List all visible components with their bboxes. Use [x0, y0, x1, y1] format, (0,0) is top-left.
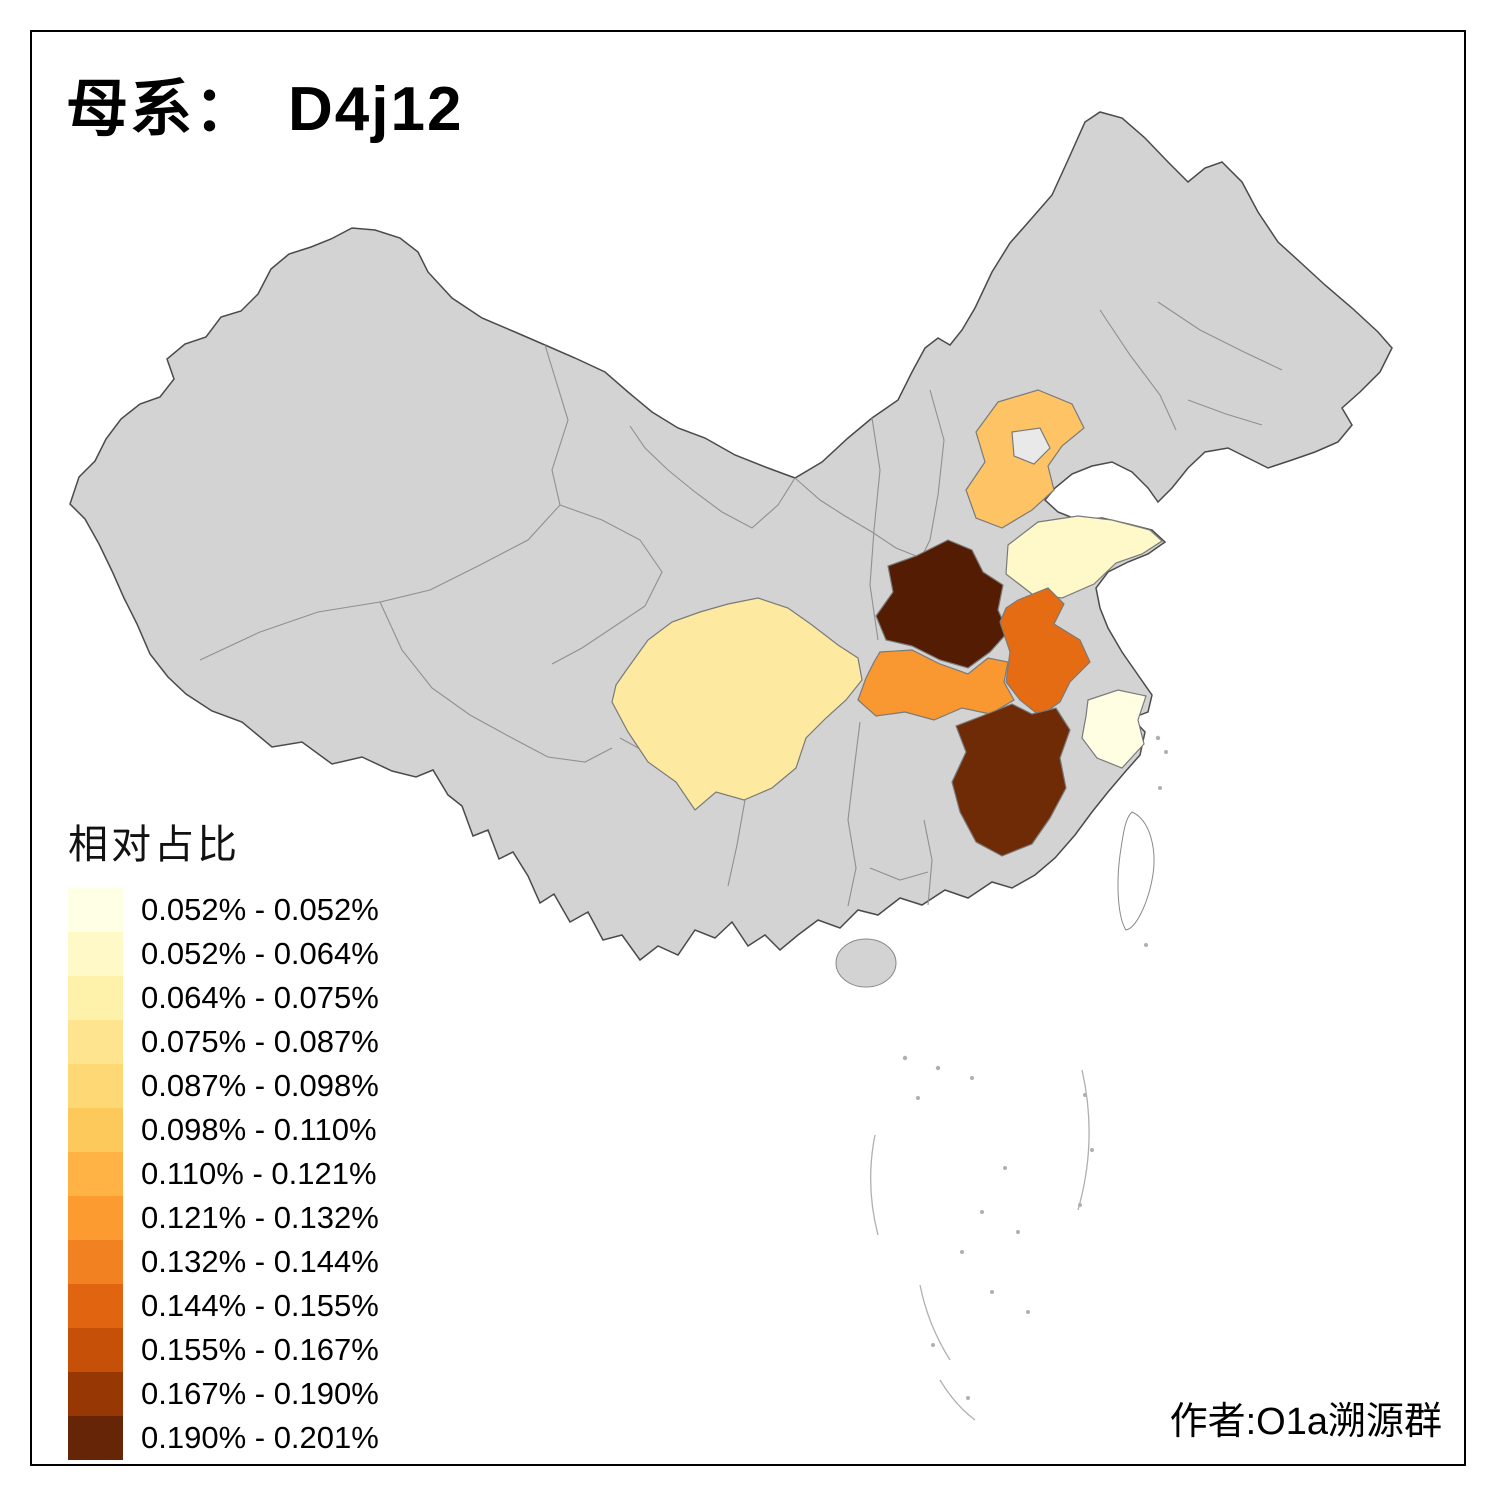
islands — [835, 735, 1168, 1421]
taiwan-island — [1117, 811, 1155, 931]
province-beijing — [1011, 427, 1051, 465]
figure-frame — [30, 30, 1466, 1466]
boundary-hunan-guangxi — [869, 867, 929, 881]
legend-row: 0.144% - 0.155% — [68, 1284, 379, 1328]
legend-swatch — [68, 976, 123, 1020]
province-zhejiang — [1081, 689, 1147, 769]
legend-range-label: 0.144% - 0.155% — [141, 1288, 379, 1323]
legend-swatch — [68, 1372, 123, 1416]
legend-row: 0.121% - 0.132% — [68, 1196, 379, 1240]
boundary-shanxi-east — [920, 389, 945, 559]
province-boundaries — [199, 301, 1283, 907]
boundary-qinghai-gansu — [551, 504, 663, 665]
boundary-gansu-innermongolia — [629, 425, 796, 529]
legend-range-label: 0.132% - 0.144% — [141, 1244, 379, 1279]
legend-row: 0.167% - 0.190% — [68, 1372, 379, 1416]
hainan-island — [835, 938, 897, 988]
legend-row: 0.132% - 0.144% — [68, 1240, 379, 1284]
boundary-liaoning-west — [1099, 309, 1177, 431]
legend-range-label: 0.110% - 0.121% — [141, 1156, 377, 1191]
legend-swatch — [68, 888, 123, 932]
legend-swatch — [68, 1152, 123, 1196]
legend-range-label: 0.064% - 0.075% — [141, 980, 379, 1015]
legend-range-label: 0.098% - 0.110% — [141, 1112, 377, 1147]
legend-range-label: 0.167% - 0.190% — [141, 1376, 379, 1411]
province-jiangxi — [951, 703, 1071, 857]
legend: 相对占比 0.052% - 0.052% 0.052% - 0.064% 0.0… — [68, 812, 379, 1460]
legend-range-label: 0.075% - 0.087% — [141, 1024, 379, 1059]
province-henan — [875, 539, 1009, 669]
legend-row: 0.155% - 0.167% — [68, 1328, 379, 1372]
colored-provinces — [611, 389, 1163, 857]
legend-swatch — [68, 1240, 123, 1284]
legend-swatch — [68, 1108, 123, 1152]
legend-row: 0.110% - 0.121% — [68, 1152, 379, 1196]
boundary-guangdong-guangxi — [923, 819, 933, 906]
boundary-innermongolia-south — [794, 477, 917, 557]
title-haplogroup: D4j12 — [288, 75, 464, 144]
legend-row: 0.052% - 0.064% — [68, 932, 379, 976]
map-title: 母系： D4j12 — [66, 58, 463, 148]
legend-row: 0.075% - 0.087% — [68, 1020, 379, 1064]
legend-row: 0.098% - 0.110% — [68, 1108, 379, 1152]
province-anhui — [999, 587, 1091, 717]
legend-swatch — [68, 1328, 123, 1372]
legend-row: 0.190% - 0.201% — [68, 1416, 379, 1460]
boundary-hunan-guizhou — [847, 721, 861, 907]
boundary-tibet-north — [379, 601, 613, 763]
author-credit: 作者:O1a溯源群 — [1169, 1401, 1442, 1443]
legend-row: 0.064% - 0.075% — [68, 976, 379, 1020]
legend-row: 0.052% - 0.052% — [68, 888, 379, 932]
boundary-jilin-liaoning — [1187, 399, 1263, 426]
legend-range-label: 0.190% - 0.201% — [141, 1420, 379, 1455]
title-prefix: 母系： — [66, 75, 259, 144]
legend-row: 0.087% - 0.098% — [68, 1064, 379, 1108]
province-sichuan — [611, 597, 863, 811]
legend-items: 0.052% - 0.052% 0.052% - 0.064% 0.064% -… — [68, 888, 379, 1460]
boundary-xinjiang-east — [199, 344, 569, 661]
legend-swatch — [68, 1284, 123, 1328]
legend-swatch — [68, 1416, 123, 1460]
legend-swatch — [68, 932, 123, 976]
boundary-heilongjiang-jilin — [1157, 301, 1283, 371]
legend-range-label: 0.052% - 0.052% — [141, 892, 379, 927]
legend-swatch — [68, 1020, 123, 1064]
legend-range-label: 0.087% - 0.098% — [141, 1068, 379, 1103]
legend-range-label: 0.052% - 0.064% — [141, 936, 379, 971]
boundary-guizhou-yunnan — [727, 799, 746, 887]
legend-title: 相对占比 — [68, 823, 240, 867]
legend-swatch — [68, 1064, 123, 1108]
legend-range-label: 0.155% - 0.167% — [141, 1332, 379, 1367]
legend-swatch — [68, 1196, 123, 1240]
legend-range-label: 0.121% - 0.132% — [141, 1200, 379, 1235]
boundary-shaanxi-west — [869, 417, 881, 641]
south-china-sea-islets — [870, 735, 1168, 1421]
